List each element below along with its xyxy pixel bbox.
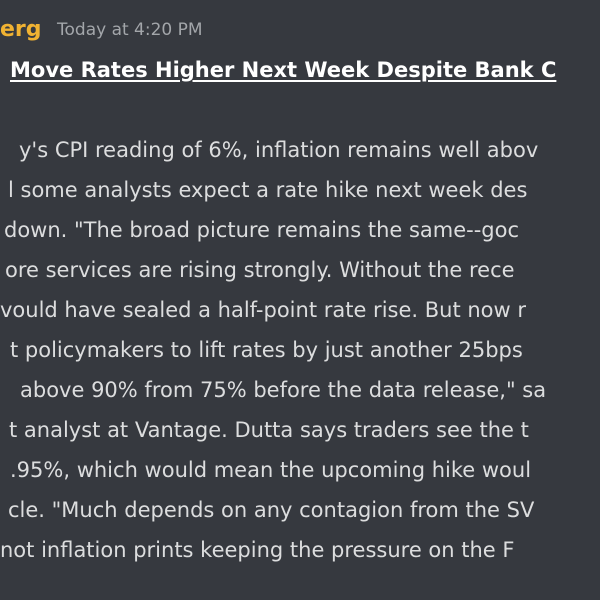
message-body-line: t policymakers to lift rates by just ano… — [10, 338, 523, 362]
message-body-line: y's CPI reading of 6%, inflation remains… — [19, 138, 539, 162]
message-body-line: t analyst at Vantage. Dutta says traders… — [9, 418, 529, 442]
message-author[interactable]: erg — [0, 17, 42, 42]
message-body-line: not inflation prints keeping the pressur… — [0, 538, 515, 562]
message-body-line: vould have sealed a half-point rate rise… — [0, 298, 527, 322]
message-body-line: down. "The broad picture remains the sam… — [4, 218, 520, 242]
message-body-line: above 90% from 75% before the data relea… — [20, 378, 547, 402]
message-body-line: cle. "Much depends on any contagion from… — [8, 498, 535, 522]
message-body-line: .95%, which would mean the upcoming hike… — [10, 458, 532, 482]
message-headline-link[interactable]: Move Rates Higher Next Week Despite Bank… — [10, 58, 557, 82]
message-timestamp[interactable]: Today at 4:20 PM — [57, 20, 203, 40]
message-body-line: ore services are rising strongly. Withou… — [5, 258, 515, 282]
message-body-line: l some analysts expect a rate hike next … — [8, 178, 528, 202]
